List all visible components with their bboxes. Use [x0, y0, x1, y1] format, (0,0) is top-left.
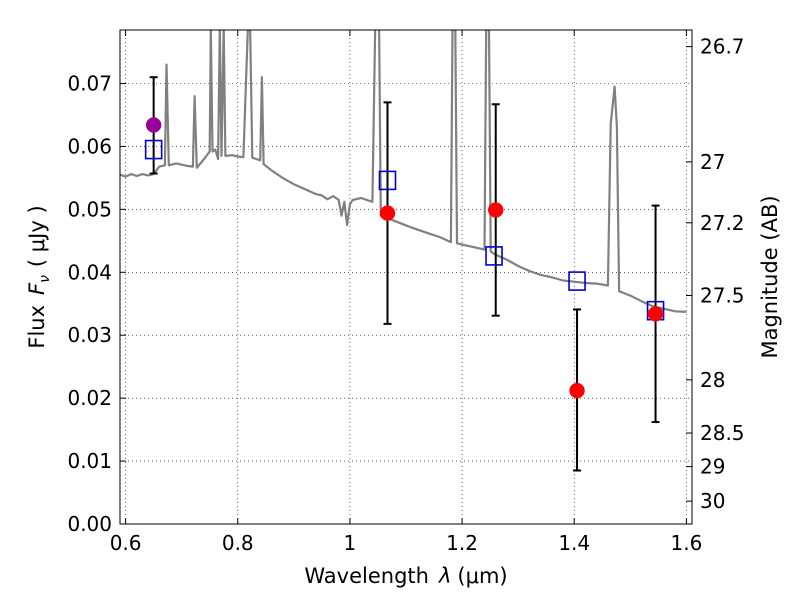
y2-tick-label: 28	[700, 368, 725, 392]
y-axis: 0.00 0.01 0.02 0.03 0.04 0.05 0.06 0.07	[67, 71, 126, 536]
synthetic-photometry-marker	[485, 246, 503, 266]
synthetic-photometry-marker	[378, 170, 397, 191]
y-tick-label: 0.04	[67, 260, 112, 284]
y2-tick-label: 30	[700, 489, 725, 513]
y2-tick-label: 29	[700, 455, 725, 479]
y2-tick-label: 27.5	[700, 284, 745, 308]
observed-point	[145, 117, 162, 133]
x-tick-label: 0.6	[110, 531, 142, 555]
y-tick-label: 0.06	[67, 134, 112, 158]
y2-axis-label: Magnitude (AB)	[758, 195, 782, 358]
observed-point	[647, 306, 664, 322]
y2-tick-label: 26.7	[700, 35, 745, 59]
y2-axis: 26.7 27 27.2 27.5 28 28.5 29 30	[686, 35, 745, 513]
x-tick-label: 1.2	[446, 531, 478, 555]
observed-point	[379, 205, 396, 221]
y2-tick-label: 27.2	[700, 211, 745, 235]
x-axis-label: Wavelength λ (μm)	[304, 564, 507, 588]
x-tick-label: 1	[344, 531, 357, 555]
y-tick-label: 0.07	[67, 71, 112, 95]
x-tick-label: 1.4	[558, 531, 590, 555]
x-axis: 0.6 0.8 1 1.2 1.4 1.6	[110, 30, 702, 555]
observed-point	[487, 202, 504, 218]
x-tick-label: 0.8	[222, 531, 254, 555]
y-tick-label: 0.00	[67, 512, 112, 536]
synthetic-photometry-marker	[144, 139, 163, 160]
y-tick-label: 0.01	[67, 449, 112, 473]
plot-frame	[119, 29, 693, 525]
model-spectrum-line	[120, 30, 687, 313]
y-tick-label: 0.05	[67, 197, 112, 221]
x-tick-label: 1.6	[670, 531, 702, 555]
y2-tick-label: 28.5	[700, 421, 745, 445]
y-axis-label: FluxFν( μJy )	[25, 205, 53, 348]
synthetic-photometry-marker	[568, 271, 586, 291]
data-layer	[120, 30, 687, 472]
y2-tick-label: 27	[700, 150, 725, 174]
y-tick-label: 0.02	[67, 386, 112, 410]
observed-point	[569, 382, 585, 399]
y-tick-label: 0.03	[67, 323, 112, 347]
